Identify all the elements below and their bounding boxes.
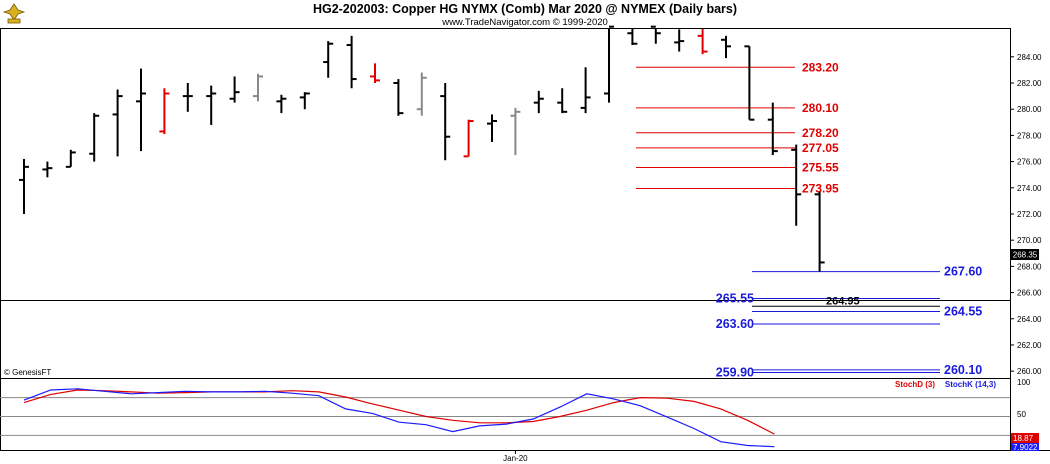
ohlc-bar [159,88,170,135]
stoch-k-line [23,388,775,448]
price-tick-label: 278.00 [1017,131,1042,140]
ohlc-bar [65,149,76,168]
ohlc-bar [650,25,661,44]
ohlc-bar [487,114,497,142]
price-tick-label: 272.00 [1017,210,1042,219]
level-label: 275.55 [802,160,839,174]
ohlc-bar [627,29,638,46]
level-label: 267.60 [944,265,982,279]
logo-icon [2,3,26,24]
price-tick-label: 264.00 [1017,315,1042,324]
level-label: 264.55 [944,305,982,319]
level-label: 260.10 [944,363,982,377]
chart-subtitle: www.TradeNavigator.com © 1999-2020 [441,17,608,28]
price-tick-label: 268.00 [1017,262,1042,271]
price-tick-label: 274.00 [1017,184,1042,193]
ohlc-bar [89,113,100,162]
stoch-axis-labels: 100 50 18.87 7.9022 [1011,378,1039,452]
ohlc-bar [697,29,708,55]
ohlc-bar [182,83,193,112]
level-label: 273.95 [802,181,839,195]
ohlc-bar [416,72,427,116]
level-label: 280.10 [802,101,839,115]
copyright-label: © GenesisFT [4,368,51,377]
price-tick-label: 280.00 [1017,105,1042,114]
ohlc-bar [323,41,334,78]
ohlc-bar [206,85,217,125]
ohlc-bar [393,79,404,116]
price-tick-label: 270.00 [1017,236,1042,245]
ohlc-bar [463,119,474,158]
ohlc-bar [674,29,685,52]
price-tick-label: 282.00 [1017,79,1042,88]
level-label: 278.20 [802,126,839,140]
stoch-k-value: 7.9022 [1013,443,1038,452]
stoch-d-legend: StochD (3) [895,380,935,389]
level-label: 277.05 [802,141,839,155]
ohlc-bar [791,144,802,226]
stoch-tick-50: 50 [1017,410,1026,419]
ohlc-bar [229,76,240,103]
level-label: 263.60 [716,317,754,331]
ohlc-bar [604,25,614,103]
price-tick-label: 266.00 [1017,289,1042,298]
level-label: 283.20 [802,60,839,74]
ohlc-bar [533,90,544,114]
stoch-d-value: 18.87 [1013,434,1034,443]
ohlc-bar [721,35,731,59]
ohlc-bar [42,161,53,178]
ohlc-bar [112,89,123,157]
price-tick-label: 284.00 [1017,53,1042,62]
ohlc-bar [744,45,755,121]
last-price-tag: 268.35 [1011,249,1039,260]
ohlc-bar [370,63,380,84]
last-price-label: 268.35 [1013,251,1038,260]
ohlc-bar [276,94,287,114]
ohlc-bar [510,107,521,156]
chart-title: HG2-202003: Copper HG NYMX (Comb) Mar 20… [313,2,737,16]
ohlc-bar [299,92,310,110]
ohlc-bar [557,88,568,114]
ohlc-bar [346,35,357,89]
stoch-tick-100: 100 [1017,378,1031,387]
price-tick-label: 276.00 [1017,158,1042,167]
price-tick-label: 260.00 [1017,367,1042,376]
ohlc-bar [19,158,29,214]
ohlc-bar [253,73,263,102]
stoch-legend: StochD (3) StochK (14,3) [895,380,996,389]
price-tick-label: 262.00 [1017,341,1042,350]
ohlc-bar [440,83,451,161]
ohlc-bar [814,191,825,272]
ohlc-bar [767,102,778,156]
level-label: 264.95 [826,295,860,307]
level-label: 259.90 [716,365,754,379]
stoch-k-legend: StochK (14,3) [945,380,996,389]
ohlc-bar [580,67,591,114]
ohlc-bar [136,68,146,152]
date-label: Jan-20 [503,454,528,463]
level-label: 265.55 [716,291,754,305]
